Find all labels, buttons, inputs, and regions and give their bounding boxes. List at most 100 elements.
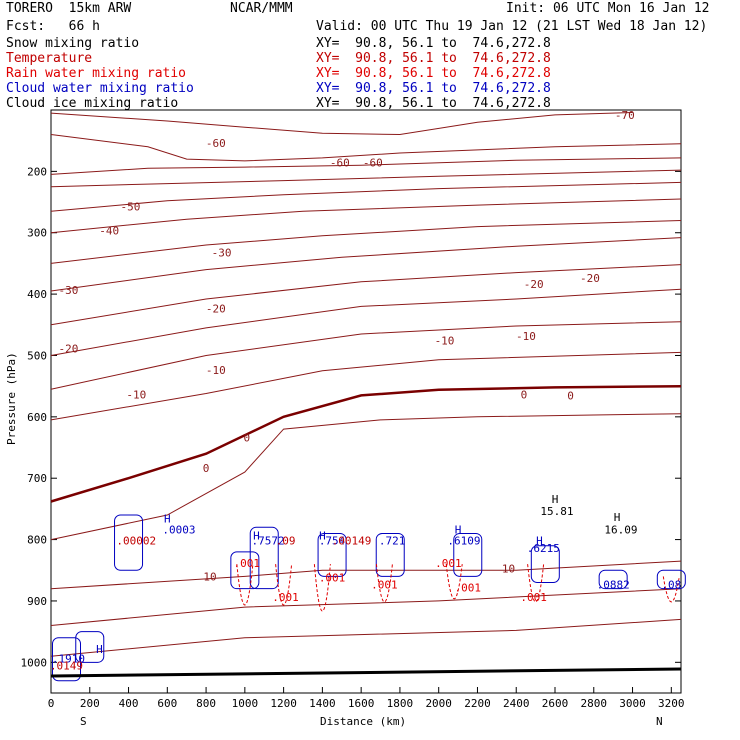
contour-label: -30 bbox=[59, 284, 79, 297]
annotation-label: .001 bbox=[455, 582, 482, 595]
annotation-label: 16.09 bbox=[604, 523, 637, 536]
rain-water-contour bbox=[445, 564, 463, 600]
cloud-water-contour bbox=[52, 637, 82, 682]
x-tick-label: 1000 bbox=[232, 697, 259, 710]
annotation-label: .001 bbox=[520, 591, 547, 604]
org-label: NCAR/MMM bbox=[230, 1, 293, 16]
end-label-north: N bbox=[656, 715, 663, 728]
contour-label: -70 bbox=[615, 109, 635, 122]
isotherm-line bbox=[50, 169, 682, 188]
isotherm-line bbox=[50, 112, 633, 136]
contour-label: 0 bbox=[243, 431, 250, 444]
contour-label: 10 bbox=[502, 563, 515, 576]
annotation-label: .00149 bbox=[332, 534, 372, 547]
x-tick-label: 1400 bbox=[309, 697, 336, 710]
contour-label: -30 bbox=[212, 247, 232, 260]
x-tick-label: 800 bbox=[196, 697, 216, 710]
isotherm-line bbox=[50, 560, 682, 590]
y-tick-label: 500 bbox=[27, 349, 47, 362]
annotation-label: .1910 bbox=[52, 652, 85, 665]
isotherm-line bbox=[50, 384, 682, 503]
field-name: Rain water mixing ratio bbox=[6, 66, 187, 81]
contour-label: -20 bbox=[59, 342, 79, 355]
annotation-label: .00002 bbox=[116, 534, 156, 547]
annotation-label: H bbox=[614, 511, 621, 524]
annotation-label: .001 bbox=[272, 591, 299, 604]
annotation-label: .6215 bbox=[527, 542, 560, 555]
annotation-label: .721 bbox=[379, 534, 406, 547]
cloud-water-contour bbox=[317, 532, 347, 577]
x-tick-label: 2400 bbox=[503, 697, 530, 710]
y-tick-label: 200 bbox=[27, 165, 47, 178]
contour-label: -20 bbox=[206, 303, 226, 316]
x-tick-label: 3200 bbox=[658, 697, 685, 710]
annotation-label: H bbox=[319, 530, 326, 543]
annotation-label: .001 bbox=[234, 557, 261, 570]
end-label-south: S bbox=[80, 715, 87, 728]
field-name: Temperature bbox=[6, 51, 93, 66]
y-axis-label: Pressure (hPa) bbox=[5, 352, 18, 445]
cloud-water-contour bbox=[114, 514, 144, 571]
cloud-water-contour bbox=[656, 569, 686, 590]
cloud-water-contour bbox=[230, 551, 260, 590]
isotherm-line bbox=[50, 351, 682, 421]
annotation-label: .001 bbox=[371, 579, 398, 592]
forecast-label: Fcst: 66 h bbox=[6, 19, 100, 34]
y-tick-label: 300 bbox=[27, 227, 47, 240]
x-tick-label: 0 bbox=[48, 697, 55, 710]
isotherm-line bbox=[50, 288, 682, 356]
y-tick-label: 1000 bbox=[21, 656, 48, 669]
x-tick-label: 1800 bbox=[387, 697, 414, 710]
field-xy-range: XY= 90.8, 56.1 to 74.6,272.8 bbox=[316, 51, 551, 66]
cloud-water-contour bbox=[249, 526, 279, 590]
contour-labels: -60 -60 -60 -70 -50-40 -30 -30 -20 -20 -20 -20 -10 -… bbox=[59, 109, 635, 583]
contour-label: 0 bbox=[567, 390, 574, 403]
cloud-water-contour bbox=[598, 569, 628, 590]
annotation-label: 15.81 bbox=[540, 505, 573, 518]
y-tick-label: 400 bbox=[27, 288, 47, 301]
cloud-water-contour bbox=[75, 631, 105, 663]
x-tick-label: 600 bbox=[157, 697, 177, 710]
annotation-label: H bbox=[253, 530, 260, 543]
contour-label: -20 bbox=[580, 272, 600, 285]
cloud-water-contour bbox=[453, 532, 483, 577]
rain-water-contour bbox=[662, 576, 680, 603]
annotation-label: .09 bbox=[276, 534, 296, 547]
isotherm-line bbox=[50, 220, 682, 264]
annotation-label: H bbox=[552, 493, 559, 506]
contour-label: -10 bbox=[435, 334, 455, 347]
isotherm-line bbox=[50, 264, 682, 326]
y-tick-label: 600 bbox=[27, 411, 47, 424]
isotherm-line bbox=[50, 413, 682, 541]
field-xy-range: XY= 90.8, 56.1 to 74.6,272.8 bbox=[316, 81, 551, 96]
contour-label: -10 bbox=[126, 388, 146, 401]
field-xy-range: XY= 90.8, 56.1 to 74.6,272.8 bbox=[316, 36, 551, 51]
init-label: Init: 06 UTC Mon 16 Jan 12 bbox=[506, 1, 710, 16]
x-tick-label: 1600 bbox=[348, 697, 375, 710]
x-tick-label: 2200 bbox=[464, 697, 491, 710]
annotation-label: .754 bbox=[319, 534, 346, 547]
x-tick-label: 1200 bbox=[270, 697, 297, 710]
contour-label: 10 bbox=[203, 571, 216, 584]
isotherm-line bbox=[50, 618, 682, 657]
rain-water-contour bbox=[275, 564, 293, 606]
x-tick-label: 2000 bbox=[425, 697, 452, 710]
contour-label: 0 bbox=[203, 462, 210, 475]
field-name: Cloud water mixing ratio bbox=[6, 81, 194, 96]
contour-label: -40 bbox=[99, 225, 119, 238]
annotation-label: .6109 bbox=[447, 534, 480, 547]
field-xy-range: XY= 90.8, 56.1 to 74.6,272.8 bbox=[316, 66, 551, 81]
plot-frame bbox=[50, 109, 682, 694]
field-name: Snow mixing ratio bbox=[6, 36, 140, 51]
annotation-label: H bbox=[455, 523, 462, 536]
annotation-label: .0003 bbox=[162, 523, 195, 536]
isotherm-line bbox=[50, 321, 682, 390]
annotation-label: .7572 bbox=[252, 534, 285, 547]
contour-label: -60 bbox=[363, 156, 383, 169]
isotherm-line bbox=[50, 198, 682, 234]
contour-label: -50 bbox=[121, 201, 141, 214]
cloud-water-contour bbox=[375, 532, 405, 577]
isotherm-lines bbox=[50, 112, 682, 657]
annotation-label: .001 bbox=[435, 557, 462, 570]
